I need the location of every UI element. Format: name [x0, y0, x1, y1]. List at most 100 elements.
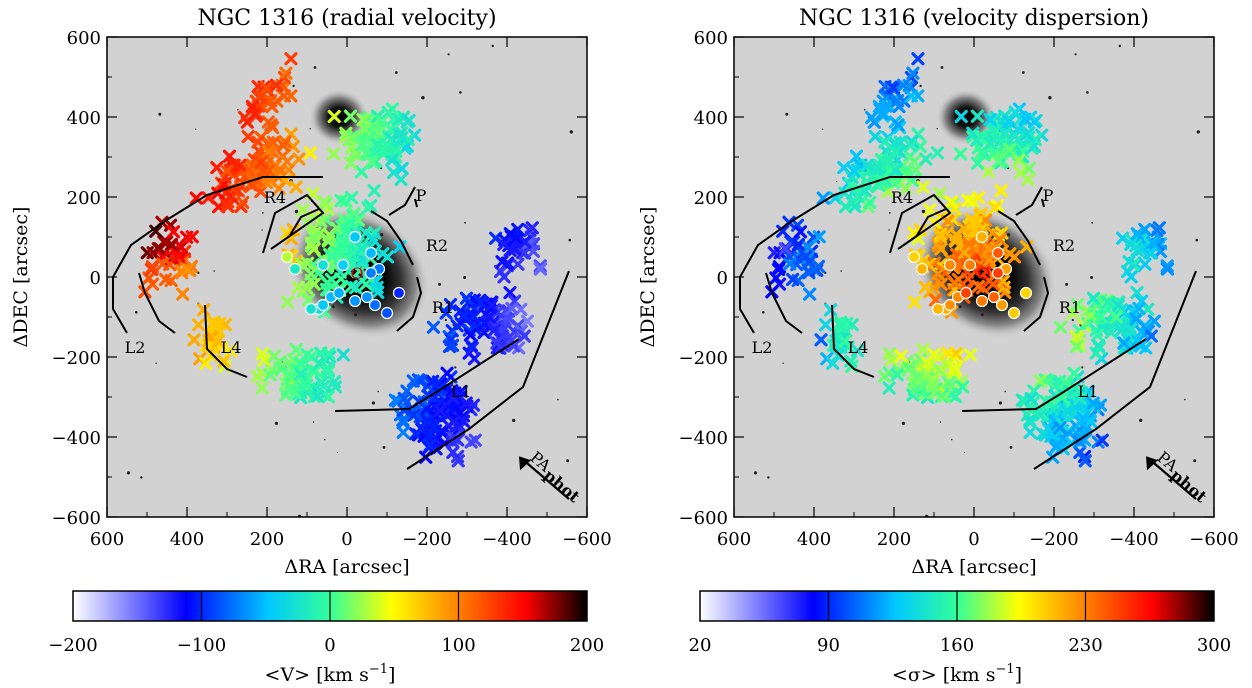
- data-marker: [533, 262, 547, 276]
- data-marker: [881, 155, 895, 170]
- data-marker: [376, 142, 390, 157]
- data-marker: [1124, 270, 1138, 284]
- data-marker: [343, 109, 358, 123]
- data-marker: [259, 80, 274, 95]
- data-marker: [954, 109, 968, 124]
- data-marker: [254, 155, 268, 170]
- circle-marker: [316, 258, 330, 272]
- data-marker: [321, 202, 335, 216]
- data-marker: [850, 344, 865, 358]
- data-marker: [264, 94, 278, 108]
- x-tick-label: −400: [482, 529, 531, 550]
- star: [981, 313, 984, 317]
- data-marker: [204, 348, 218, 362]
- star: [208, 180, 211, 183]
- data-marker: [397, 391, 411, 406]
- data-marker: [254, 184, 268, 199]
- star: [1081, 366, 1084, 369]
- data-marker: [1086, 396, 1100, 410]
- data-marker: [447, 415, 461, 429]
- data-marker: [457, 308, 471, 323]
- data-marker: [937, 389, 952, 403]
- data-marker: [406, 374, 420, 388]
- data-marker: [336, 348, 350, 362]
- star: [491, 44, 494, 48]
- y-tick-label: −200: [679, 348, 728, 369]
- data-marker: [1101, 295, 1115, 310]
- x-tick-label: −600: [1189, 529, 1238, 550]
- y-tick-label: 200: [694, 188, 728, 209]
- data-marker: [511, 257, 525, 271]
- y-axis-label: ΔDEC [arcsec]: [637, 207, 659, 348]
- data-marker: [847, 164, 861, 178]
- data-marker: [334, 193, 348, 208]
- data-marker: [149, 224, 163, 238]
- data-marker: [913, 353, 927, 367]
- data-marker: [518, 235, 532, 249]
- data-marker: [320, 361, 334, 375]
- star: [864, 108, 866, 111]
- data-marker: [463, 328, 478, 342]
- colorbar-tick-label: −100: [177, 635, 226, 656]
- data-marker: [327, 109, 341, 124]
- data-marker: [314, 346, 328, 360]
- colorbar-tick-label: 90: [817, 635, 840, 656]
- star: [394, 71, 398, 74]
- data-marker: [1073, 435, 1087, 449]
- data-marker: [439, 306, 453, 320]
- circle-marker: [364, 246, 378, 260]
- x-tick-label: 600: [717, 529, 751, 550]
- y-tick-label: −400: [52, 428, 101, 449]
- circle-marker: [288, 262, 302, 276]
- y-tick-label: 200: [67, 188, 101, 209]
- data-marker: [991, 154, 1006, 169]
- data-marker: [919, 152, 933, 166]
- star: [312, 421, 315, 423]
- data-marker: [220, 164, 234, 178]
- data-marker: [907, 295, 922, 309]
- data-marker: [785, 272, 800, 287]
- data-marker: [903, 138, 918, 153]
- star: [1007, 233, 1011, 237]
- data-marker: [1083, 414, 1098, 429]
- data-marker: [354, 165, 369, 179]
- data-marker: [233, 158, 247, 172]
- circle-marker: [368, 298, 382, 312]
- data-marker: [901, 362, 915, 376]
- data-marker: [238, 110, 252, 125]
- star: [1004, 390, 1006, 393]
- y-tick-label: 600: [67, 28, 101, 49]
- data-marker: [865, 110, 879, 125]
- star: [274, 421, 278, 425]
- data-marker: [868, 130, 882, 144]
- data-marker: [355, 253, 369, 267]
- data-marker: [983, 136, 998, 150]
- arc-l1-outer: [1033, 270, 1197, 470]
- data-marker: [1060, 403, 1074, 418]
- data-marker: [371, 126, 386, 140]
- ring-r4: [262, 193, 325, 254]
- data-marker: [428, 390, 442, 404]
- data-marker: [1024, 391, 1038, 406]
- data-marker: [523, 223, 537, 237]
- star: [822, 128, 824, 130]
- data-marker: [1069, 339, 1084, 354]
- data-marker: [274, 362, 288, 376]
- data-marker: [971, 156, 985, 170]
- circle-marker: [991, 266, 1005, 280]
- data-marker: [284, 52, 298, 66]
- colorbar-tick-label: 160: [940, 635, 974, 656]
- companion-galaxy: [936, 89, 996, 145]
- data-marker: [236, 195, 250, 210]
- data-marker: [896, 78, 911, 92]
- circle-marker: [280, 250, 294, 264]
- data-marker: [1160, 259, 1174, 273]
- star: [939, 421, 942, 423]
- x-axis-label: ΔRA [arcsec]: [911, 556, 1036, 578]
- x-tick-label: 200: [250, 529, 284, 550]
- circle-marker: [995, 298, 1009, 312]
- data-marker: [335, 237, 349, 251]
- data-marker: [934, 389, 949, 404]
- data-marker: [291, 280, 305, 295]
- marker-group: [765, 52, 1175, 468]
